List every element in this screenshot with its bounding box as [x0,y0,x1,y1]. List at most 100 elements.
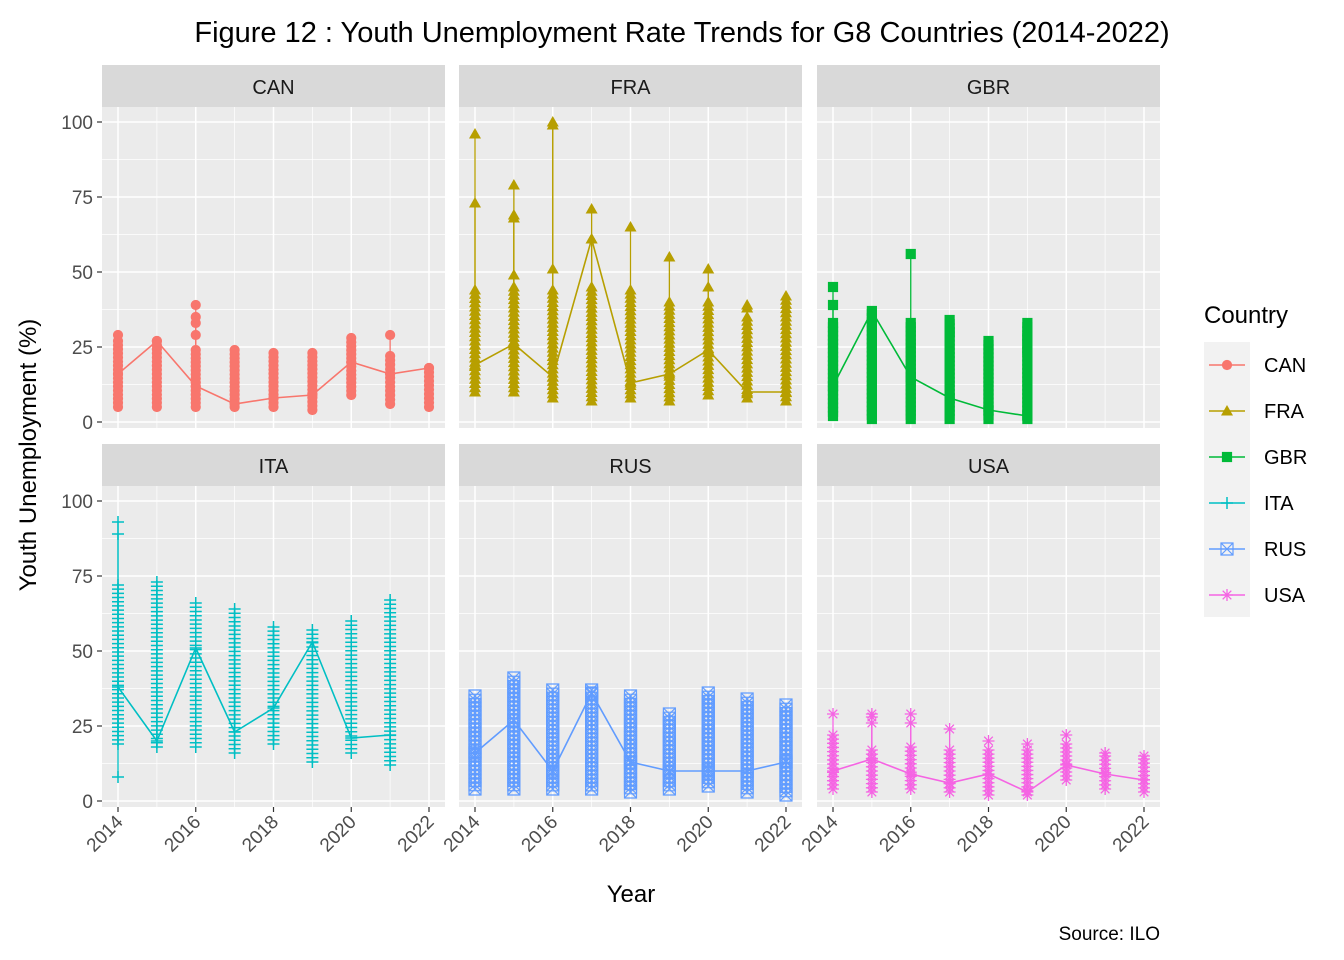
legend-item-can: CAN [1209,355,1306,377]
data-point [1099,768,1112,780]
legend-label: USA [1264,585,1306,607]
legend-label: GBR [1264,447,1307,469]
data-point [345,615,358,627]
y-tick-label: 50 [72,263,93,284]
facet-strip [459,65,802,107]
facet-label: ITA [259,456,289,478]
data-point [663,251,676,262]
data-point [662,707,676,721]
facet-label: GBR [967,77,1010,99]
data-point [865,717,878,729]
data-point [943,723,956,735]
data-point [229,344,240,356]
data-point [469,359,481,370]
data-point [468,746,482,760]
data-point [112,681,124,693]
data-point [983,404,994,416]
data-point [112,516,124,528]
y-tick-label: 25 [72,338,93,359]
data-point [546,683,560,697]
series-line [832,309,1028,417]
data-point [151,335,162,347]
data-point [112,329,124,341]
data-point [827,299,839,311]
data-point [1099,747,1112,759]
data-point [943,777,956,789]
data-point [307,389,318,401]
data-point [780,290,792,301]
data-point [624,377,637,388]
data-point [741,302,754,313]
y-tick-label: 75 [72,188,93,209]
data-point [345,732,358,744]
legend-marker [1221,405,1233,416]
data-point [384,729,397,741]
data-point [702,263,715,274]
data-point [905,248,916,260]
data-point [306,624,319,636]
data-point [741,386,754,397]
data-point [779,755,793,769]
data-point [904,768,917,780]
data-point [384,594,397,606]
y-tick-label: 75 [72,567,93,588]
data-point [827,765,839,777]
data-point [507,713,521,727]
legend-key-background [1204,342,1250,617]
legend-title: Country [1204,302,1288,329]
data-point [507,212,520,223]
data-point [623,755,638,769]
legend-marker [1220,542,1234,556]
panel-rus: RUS [459,444,802,807]
data-point [190,317,201,329]
data-point [904,717,917,729]
data-point [190,329,201,341]
x-axis-label: Year [607,881,656,908]
data-point [702,281,715,292]
data-point [150,576,163,588]
data-point [346,332,357,344]
data-point [1021,738,1034,750]
data-point [702,344,715,355]
data-point [546,263,559,274]
y-tick-label: 0 [82,413,93,434]
data-point [190,380,201,392]
y-tick-label: 25 [72,717,93,738]
data-point [1138,774,1150,786]
legend-marker [1221,497,1233,509]
data-point [1060,759,1073,771]
chart-title: Figure 12 : Youth Unemployment Rate Tren… [194,17,1169,49]
legend-label: FRA [1264,401,1305,423]
data-point [1021,786,1034,798]
legend-marker [1221,451,1233,463]
facet-strip [459,444,802,486]
series-line [117,640,391,743]
data-point [507,179,520,190]
data-point [189,597,202,609]
y-tick-label: 50 [72,642,93,663]
data-point [423,362,435,374]
facet-strip [817,65,1160,107]
data-point [982,768,995,780]
data-point [189,642,202,654]
data-point [779,698,793,712]
data-point [546,119,559,130]
data-point [267,702,280,714]
legend-item-usa: USA [1209,585,1306,607]
facet-label: CAN [252,77,294,99]
data-point [469,128,481,139]
facet-label: FRA [611,77,652,99]
data-point [150,735,163,747]
data-point [546,764,560,778]
data-point [1138,750,1150,762]
data-point [112,368,124,380]
y-tick-label: 0 [82,792,93,813]
data-point [346,356,357,368]
data-point [944,392,955,404]
data-point [624,221,637,232]
panel-gbr: GBR [817,65,1160,428]
data-point [268,392,279,404]
data-point [507,671,521,685]
legend-item-fra: FRA [1209,401,1305,423]
